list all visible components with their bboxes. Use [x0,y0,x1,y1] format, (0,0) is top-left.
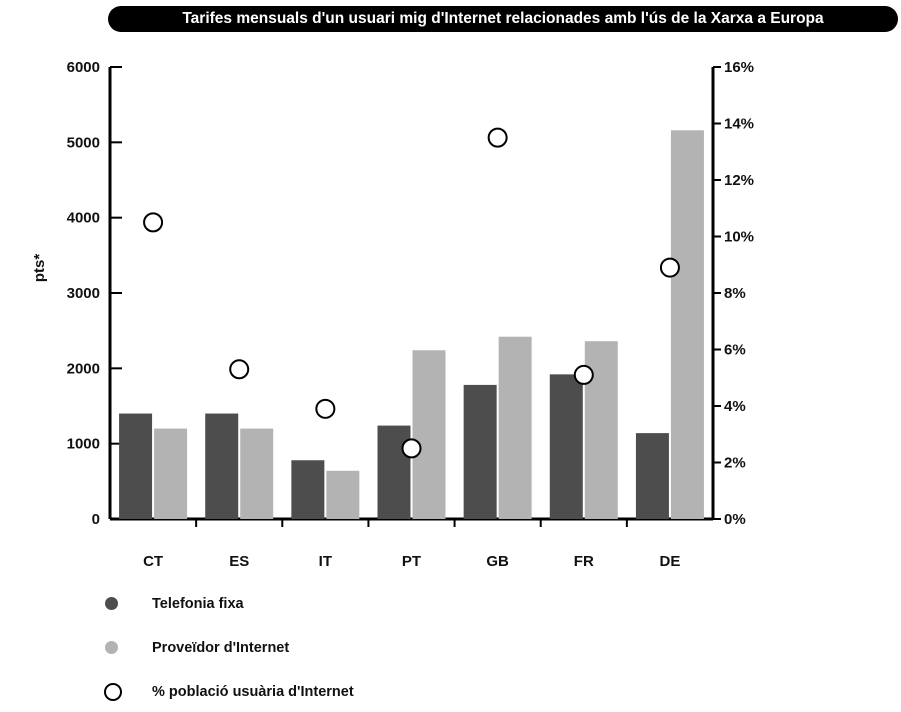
legend-label-proveidor: Proveïdor d'Internet [152,640,290,656]
marker-poblacio [659,257,680,278]
y-tick-label-right: 12% [724,172,754,189]
bar-telefonia [463,384,497,519]
bar-proveidor [412,350,446,519]
legend-label-telefonia: Telefonia fixa [152,596,244,612]
marker-poblacio [315,398,336,419]
y-tick-label-right: 0% [724,511,746,528]
bar-proveidor [240,428,274,519]
legend-item-proveidor: Proveïdor d'Internet [105,638,505,658]
x-tick-label: IT [319,553,332,570]
legend-marker-proveidor [105,641,118,654]
y-tick-label-right: 16% [724,59,754,76]
marker-poblacio [487,127,508,148]
x-tick-label: ES [229,553,249,570]
y-tick-label-right: 4% [724,398,746,415]
legend-marker-telefonia [105,597,118,610]
bar-proveidor [326,470,360,519]
y-tick-label-right: 10% [724,229,754,246]
x-tick-label: CT [143,553,163,570]
bar-proveidor [670,130,704,519]
x-tick-label: PT [402,553,421,570]
legend-item-telefonia: Telefonia fixa [105,594,505,614]
y-tick-label-right: 2% [724,455,746,472]
legend-item-poblacio: % població usuària d'Internet [104,682,505,702]
bar-telefonia [205,413,239,519]
legend-label-poblacio: % població usuària d'Internet [152,684,354,700]
y-axis-label: pts* [31,254,48,283]
marker-poblacio [143,212,164,233]
y-tick-label-left: 6000 [67,59,100,76]
x-tick-label: DE [660,553,681,570]
y-tick-label-right: 6% [724,342,746,359]
chart-title: Tarifes mensuals d'un usuari mig d'Inter… [108,6,898,32]
bar-telefonia [635,433,669,519]
y-tick-label-left: 1000 [67,436,100,453]
y-tick-label-left: 2000 [67,360,100,377]
marker-poblacio [401,438,422,459]
y-tick-label-right: 14% [724,116,754,133]
y-tick-label-left: 4000 [67,210,100,227]
bar-telefonia [119,413,153,519]
y-tick-label-left: 3000 [67,285,100,302]
bar-telefonia [549,374,583,519]
x-tick-label: FR [574,553,594,570]
marker-poblacio [229,359,250,380]
x-tick-label: GB [486,553,509,570]
bar-telefonia [291,460,325,519]
y-tick-label-left: 0 [92,511,100,528]
bar-proveidor [154,428,188,519]
y-tick-label-left: 5000 [67,134,100,151]
marker-poblacio [573,364,594,385]
legend-marker-poblacio [104,683,122,701]
legend: Telefonia fixa Proveïdor d'Internet % po… [104,594,525,704]
bar-telefonia [377,425,411,519]
y-tick-label-right: 8% [724,285,746,302]
bar-proveidor [498,336,532,519]
